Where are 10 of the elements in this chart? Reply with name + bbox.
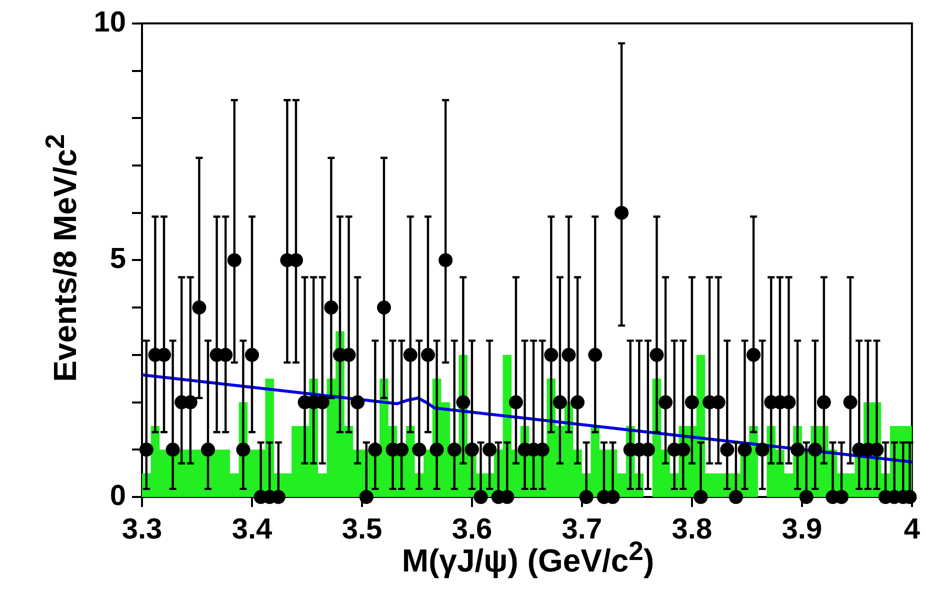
x-tick-label: 3.9 — [782, 513, 822, 546]
x-tick-label: 3.8 — [672, 513, 712, 546]
x-tick-label: 3.3 — [122, 513, 162, 546]
x-tick-label: 3.7 — [562, 513, 602, 546]
y-tick-label: 10 — [94, 6, 126, 38]
y-tick-label: 5 — [110, 243, 126, 276]
x-tick-label: 3.5 — [342, 513, 382, 546]
x-tick-label: 3.4 — [232, 513, 272, 546]
x-tick-label: 4 — [904, 513, 920, 546]
y-tick-label: 0 — [110, 480, 126, 512]
